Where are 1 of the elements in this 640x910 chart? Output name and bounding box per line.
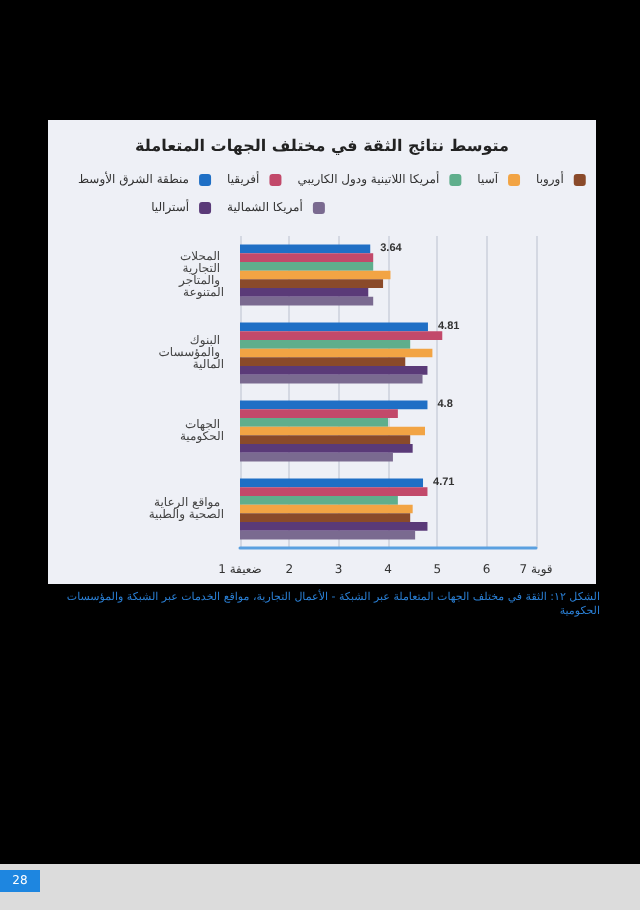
chart-title: متوسط نتائج الثقة في مختلف الجهات المتعاملة [135,137,510,155]
